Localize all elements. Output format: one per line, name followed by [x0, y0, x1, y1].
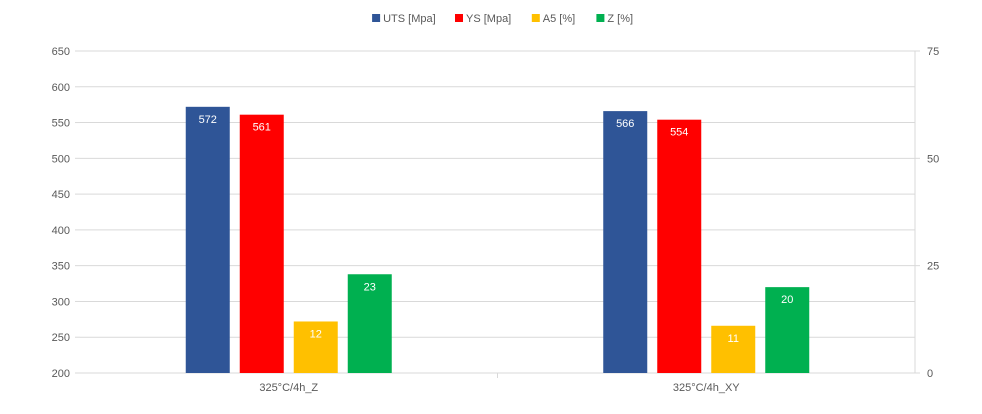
y-left-tick-label: 650	[52, 46, 70, 58]
x-tick-label-325-c-4h-z: 325°C/4h_Z	[259, 382, 318, 394]
legend-label-z: Z [%]	[607, 13, 633, 25]
data-label-z-2: 20	[781, 294, 793, 306]
y-right-tick-label: 75	[927, 46, 939, 58]
y-left-tick-label: 500	[52, 153, 70, 165]
y-left-tick-label: 350	[52, 261, 70, 273]
legend-swatch-uts-mpa	[372, 14, 381, 22]
y-left-tick-label: 450	[52, 189, 70, 201]
y-left-tick-label: 300	[52, 296, 70, 308]
bar-uts-mpa-1	[185, 106, 230, 374]
legend-swatch-a5	[531, 14, 540, 22]
data-label-ys-mpa-1: 561	[253, 122, 271, 134]
y-left-tick-label: 400	[52, 225, 70, 237]
bar-a5-1	[293, 321, 338, 373]
bar-uts-mpa-2	[603, 111, 648, 374]
legend-label-a5: A5 [%]	[543, 13, 575, 25]
y-left-tick-label: 250	[52, 332, 70, 344]
data-label-uts-mpa-2: 566	[616, 118, 634, 130]
y-right-tick-label: 25	[927, 261, 939, 273]
legend: UTS [Mpa] YS [Mpa] A5 [%] Z [%]	[372, 13, 633, 25]
bars	[185, 106, 810, 374]
data-label-a5-2: 11	[728, 333, 739, 345]
bar-ys-mpa-2	[657, 119, 702, 374]
x-tick-label-325-c-4h-xy: 325°C/4h_XY	[673, 382, 740, 394]
legend-swatch-z	[596, 14, 605, 22]
bar-ys-mpa-1	[239, 114, 284, 373]
data-label-ys-mpa-2: 554	[670, 127, 688, 139]
legend-label-uts-mpa: UTS [Mpa]	[383, 13, 436, 25]
y-left-tick-label: 200	[52, 368, 70, 380]
legend-label-ys-mpa: YS [Mpa]	[466, 13, 511, 25]
data-label-z-1: 23	[364, 281, 376, 293]
y-right-tick-label: 0	[927, 368, 933, 380]
data-label-a5-1: 12	[310, 328, 322, 340]
data-label-uts-mpa-1: 572	[199, 114, 217, 126]
bar-a5-2	[711, 325, 756, 373]
legend-swatch-ys-mpa	[455, 14, 463, 22]
bar-z-2	[765, 287, 810, 373]
data-labels: 572 561 12 23 566 554 11 20	[199, 114, 794, 345]
y-left-tick-label: 600	[52, 82, 70, 94]
bar-z-1	[347, 274, 392, 373]
y-left-tick-label: 550	[52, 118, 70, 130]
y-right-tick-label: 50	[927, 153, 939, 165]
